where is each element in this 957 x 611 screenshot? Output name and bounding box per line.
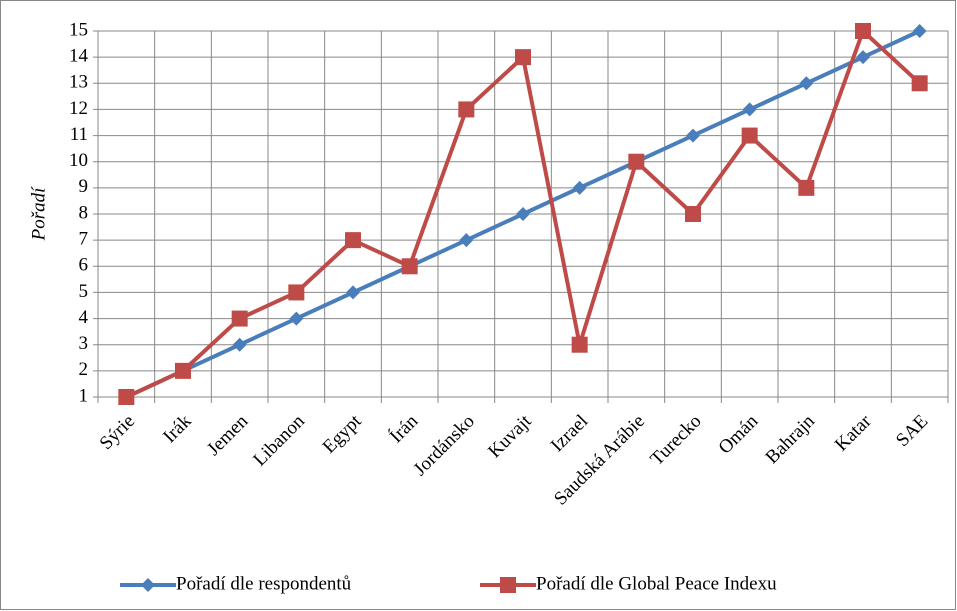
y-tick-label: 9 — [79, 176, 89, 197]
marker — [571, 336, 588, 353]
y-tick-label: 12 — [69, 98, 88, 119]
marker — [288, 284, 305, 301]
marker — [742, 102, 757, 117]
marker — [912, 24, 927, 38]
legend-label: Pořadí dle respondentů — [176, 573, 352, 594]
y-tick-label: 10 — [69, 150, 88, 171]
marker — [459, 233, 474, 248]
marker — [741, 127, 758, 144]
marker — [232, 337, 247, 352]
y-tick-label: 14 — [69, 46, 89, 67]
y-tick-label: 13 — [69, 72, 88, 93]
marker — [401, 258, 418, 275]
marker — [515, 49, 531, 66]
marker — [346, 285, 360, 300]
marker — [118, 389, 135, 405]
marker — [516, 207, 530, 221]
marker — [628, 153, 645, 170]
marker — [798, 179, 815, 196]
marker — [175, 362, 191, 379]
marker — [799, 76, 814, 91]
marker — [686, 128, 700, 143]
marker — [289, 311, 304, 326]
y-tick-label: 6 — [79, 255, 89, 276]
y-axis-label: Pořadí — [28, 186, 49, 242]
marker — [855, 23, 871, 39]
marker — [345, 232, 361, 249]
marker — [856, 50, 870, 65]
marker — [500, 577, 516, 593]
marker — [572, 180, 587, 195]
marker — [911, 75, 928, 92]
y-tick-label: 4 — [79, 307, 89, 328]
y-tick-label: 11 — [70, 124, 88, 145]
marker — [685, 206, 701, 222]
y-tick-label: 15 — [69, 19, 88, 40]
y-tick-label: 5 — [79, 281, 89, 302]
y-tick-label: 3 — [79, 333, 89, 354]
y-tick-label: 2 — [79, 359, 89, 380]
y-tick-label: 1 — [79, 385, 89, 406]
marker — [458, 101, 475, 118]
y-tick-label: 7 — [79, 229, 89, 250]
marker — [231, 310, 248, 327]
y-tick-label: 8 — [79, 202, 89, 223]
marker — [141, 578, 155, 592]
legend-label: Pořadí dle Global Peace Indexu — [536, 573, 777, 594]
